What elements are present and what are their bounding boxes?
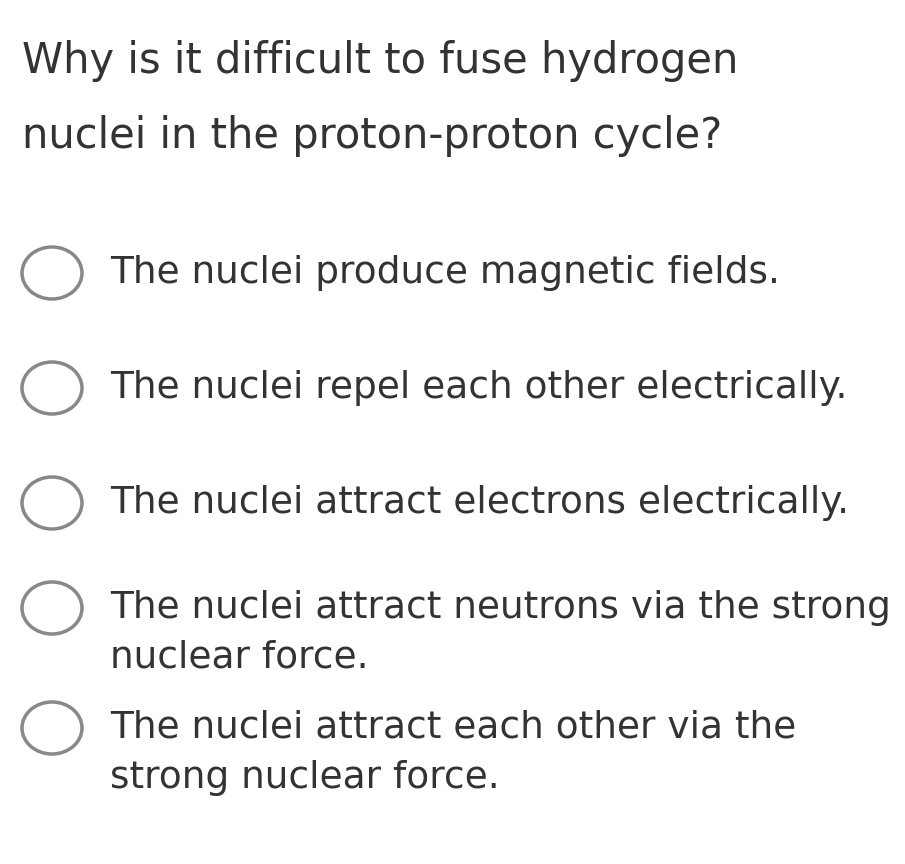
Text: nuclei in the proton-proton cycle?: nuclei in the proton-proton cycle? <box>22 115 722 157</box>
Text: The nuclei attract neutrons via the strong
nuclear force.: The nuclei attract neutrons via the stro… <box>110 590 891 676</box>
Text: The nuclei repel each other electrically.: The nuclei repel each other electrically… <box>110 370 847 406</box>
Text: The nuclei produce magnetic fields.: The nuclei produce magnetic fields. <box>110 255 780 291</box>
Text: Why is it difficult to fuse hydrogen: Why is it difficult to fuse hydrogen <box>22 40 738 82</box>
Text: The nuclei attract each other via the
strong nuclear force.: The nuclei attract each other via the st… <box>110 710 796 796</box>
Text: The nuclei attract electrons electrically.: The nuclei attract electrons electricall… <box>110 485 849 521</box>
